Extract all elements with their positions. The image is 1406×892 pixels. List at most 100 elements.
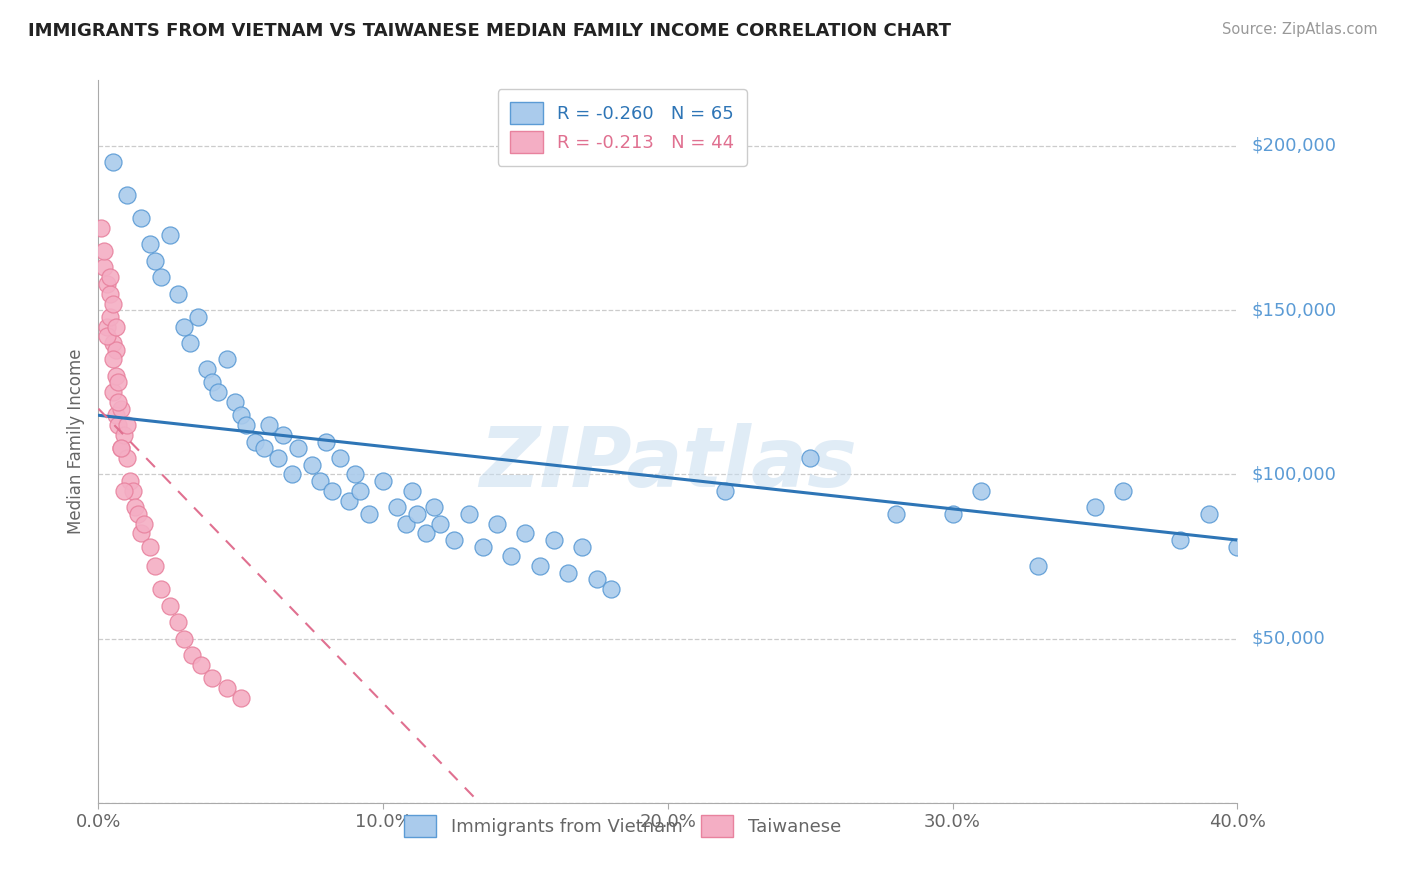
Point <box>349 483 371 498</box>
Point <box>138 237 160 252</box>
Point <box>415 526 437 541</box>
Point <box>115 450 138 465</box>
Point <box>1084 500 1107 515</box>
Point <box>138 540 160 554</box>
Point <box>471 540 494 554</box>
Point <box>357 507 380 521</box>
Point <box>101 352 124 367</box>
Point <box>90 221 112 235</box>
Point <box>173 319 195 334</box>
Point <box>110 441 132 455</box>
Point <box>124 500 146 515</box>
Point <box>181 648 204 662</box>
Point <box>167 286 190 301</box>
Point <box>150 582 173 597</box>
Point <box>118 474 141 488</box>
Point <box>229 690 252 705</box>
Point <box>173 632 195 646</box>
Point <box>145 253 167 268</box>
Point <box>104 343 127 357</box>
Point <box>1198 507 1220 521</box>
Text: $50,000: $50,000 <box>1251 630 1324 648</box>
Text: $150,000: $150,000 <box>1251 301 1336 319</box>
Point <box>107 376 129 390</box>
Point <box>167 615 190 630</box>
Point <box>150 270 173 285</box>
Point <box>1112 483 1135 498</box>
Point <box>96 319 118 334</box>
Point <box>129 526 152 541</box>
Point <box>93 260 115 275</box>
Point <box>179 336 201 351</box>
Point <box>96 329 118 343</box>
Point <box>98 310 121 324</box>
Point <box>423 500 446 515</box>
Point <box>201 376 224 390</box>
Point <box>301 458 323 472</box>
Legend: Immigrants from Vietnam, Taiwanese: Immigrants from Vietnam, Taiwanese <box>396 808 848 845</box>
Point <box>315 434 337 449</box>
Point <box>187 310 209 324</box>
Point <box>457 507 479 521</box>
Point <box>429 516 451 531</box>
Point <box>252 441 274 455</box>
Point <box>401 483 423 498</box>
Point <box>281 467 304 482</box>
Point <box>145 559 167 574</box>
Point <box>1026 559 1049 574</box>
Point <box>799 450 821 465</box>
Point <box>129 211 152 226</box>
Point <box>486 516 509 531</box>
Point <box>373 474 395 488</box>
Point <box>207 385 229 400</box>
Point <box>321 483 343 498</box>
Point <box>884 507 907 521</box>
Point <box>132 516 155 531</box>
Point <box>159 599 181 613</box>
Point <box>104 409 127 423</box>
Text: IMMIGRANTS FROM VIETNAM VS TAIWANESE MEDIAN FAMILY INCOME CORRELATION CHART: IMMIGRANTS FROM VIETNAM VS TAIWANESE MED… <box>28 22 950 40</box>
Point <box>101 385 124 400</box>
Point <box>343 467 366 482</box>
Text: ZIPatlas: ZIPatlas <box>479 423 856 504</box>
Point <box>235 418 257 433</box>
Point <box>585 573 607 587</box>
Point <box>115 188 138 202</box>
Point <box>970 483 993 498</box>
Point <box>1226 540 1249 554</box>
Point <box>215 681 238 695</box>
Point <box>224 395 246 409</box>
Point <box>543 533 565 547</box>
Point <box>501 549 523 564</box>
Point <box>259 418 281 433</box>
Point <box>93 244 115 258</box>
Point <box>1170 533 1192 547</box>
Point <box>110 441 132 455</box>
Point <box>112 483 135 498</box>
Point <box>529 559 551 574</box>
Point <box>112 428 135 442</box>
Point <box>571 540 593 554</box>
Point <box>190 657 212 672</box>
Point <box>107 395 129 409</box>
Text: $200,000: $200,000 <box>1251 137 1336 155</box>
Point <box>104 368 127 383</box>
Point <box>104 319 127 334</box>
Point <box>107 418 129 433</box>
Point <box>267 450 290 465</box>
Point <box>98 270 121 285</box>
Point <box>557 566 579 580</box>
Point <box>287 441 309 455</box>
Point <box>115 418 138 433</box>
Point <box>101 296 124 310</box>
Point <box>309 474 332 488</box>
Point <box>243 434 266 449</box>
Point <box>96 277 118 291</box>
Point <box>600 582 623 597</box>
Point <box>337 493 360 508</box>
Point <box>942 507 965 521</box>
Point <box>98 286 121 301</box>
Point <box>159 227 181 242</box>
Point <box>110 401 132 416</box>
Y-axis label: Median Family Income: Median Family Income <box>67 349 86 534</box>
